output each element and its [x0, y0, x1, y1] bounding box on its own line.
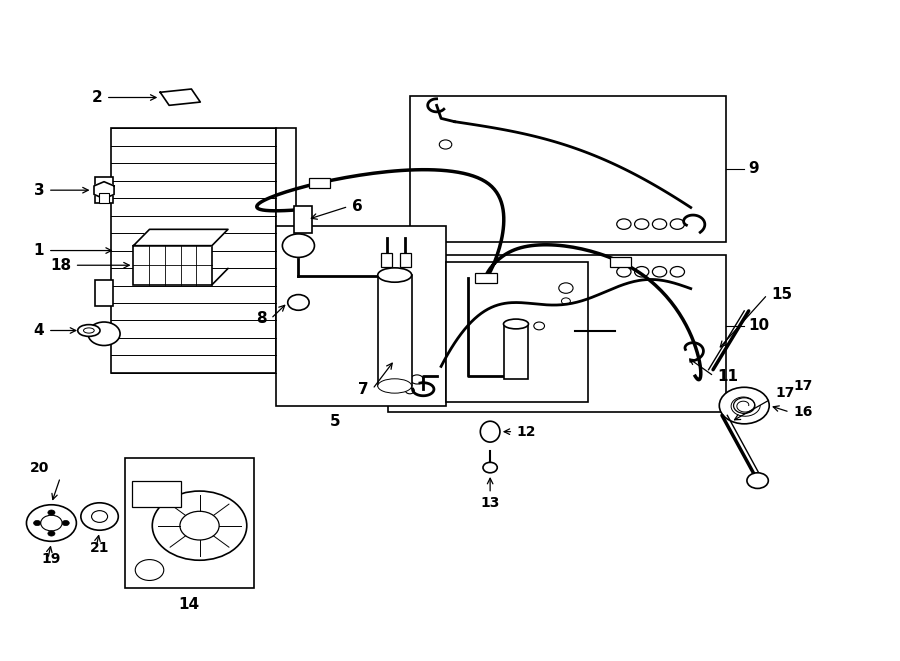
- Bar: [276, 226, 446, 406]
- Ellipse shape: [503, 319, 528, 329]
- Text: 7: 7: [358, 382, 369, 397]
- Text: 4: 4: [33, 323, 44, 338]
- Circle shape: [81, 503, 118, 530]
- Text: 9: 9: [749, 161, 760, 176]
- Ellipse shape: [84, 328, 94, 333]
- Circle shape: [26, 505, 76, 541]
- Polygon shape: [94, 182, 114, 199]
- Bar: [95, 177, 113, 203]
- Text: 14: 14: [178, 597, 200, 612]
- Circle shape: [92, 511, 108, 522]
- Circle shape: [719, 387, 770, 424]
- Bar: [503, 324, 528, 379]
- Text: 5: 5: [330, 414, 341, 430]
- Ellipse shape: [77, 325, 100, 336]
- Circle shape: [180, 512, 219, 540]
- Text: 13: 13: [481, 496, 500, 510]
- Bar: [410, 96, 726, 243]
- Circle shape: [483, 462, 498, 473]
- Bar: [309, 178, 330, 188]
- Circle shape: [135, 560, 164, 580]
- Circle shape: [33, 520, 40, 525]
- Bar: [112, 128, 276, 373]
- Bar: [131, 481, 181, 508]
- Bar: [133, 246, 212, 285]
- Text: 16: 16: [793, 405, 813, 419]
- Polygon shape: [160, 89, 201, 105]
- Text: 17: 17: [776, 385, 795, 399]
- Bar: [124, 458, 254, 588]
- Bar: [446, 262, 589, 403]
- Circle shape: [747, 473, 769, 488]
- Text: 19: 19: [41, 552, 61, 566]
- Circle shape: [88, 322, 120, 346]
- Bar: [382, 253, 392, 267]
- Text: 20: 20: [31, 461, 50, 475]
- Text: 8: 8: [256, 311, 267, 327]
- Text: 17: 17: [793, 379, 813, 393]
- Text: 18: 18: [50, 258, 71, 273]
- Text: 2: 2: [92, 90, 103, 105]
- Bar: [388, 255, 726, 412]
- Ellipse shape: [481, 421, 500, 442]
- Text: 15: 15: [771, 287, 792, 302]
- Bar: [99, 194, 110, 203]
- Circle shape: [62, 520, 69, 525]
- Bar: [95, 280, 113, 306]
- Polygon shape: [133, 229, 228, 246]
- Ellipse shape: [378, 379, 411, 393]
- Circle shape: [283, 234, 314, 257]
- Circle shape: [40, 515, 62, 531]
- Circle shape: [288, 295, 309, 310]
- Bar: [610, 257, 631, 267]
- Text: 6: 6: [352, 199, 363, 214]
- Circle shape: [48, 510, 55, 515]
- Text: 11: 11: [717, 369, 739, 383]
- Text: 1: 1: [34, 243, 44, 258]
- Bar: [400, 253, 410, 267]
- Text: 3: 3: [33, 182, 44, 198]
- Bar: [378, 275, 411, 386]
- Circle shape: [48, 531, 55, 536]
- Circle shape: [152, 491, 247, 561]
- Text: 12: 12: [517, 424, 536, 439]
- Bar: [475, 273, 497, 284]
- Polygon shape: [276, 128, 296, 373]
- Ellipse shape: [378, 268, 411, 282]
- Bar: [294, 206, 311, 233]
- Text: 10: 10: [749, 319, 770, 333]
- Circle shape: [734, 398, 755, 413]
- Text: 21: 21: [90, 541, 109, 555]
